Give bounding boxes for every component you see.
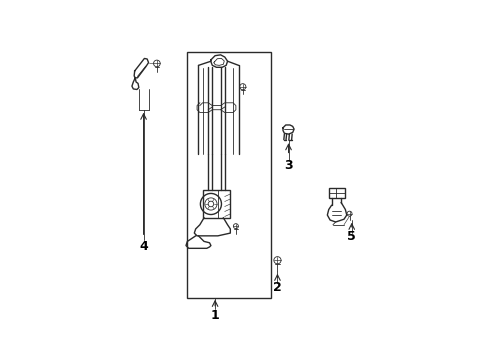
Bar [203,190,230,218]
Bar [187,51,270,298]
Text: 3: 3 [284,159,293,172]
Text: 4: 4 [139,240,148,253]
Text: 1: 1 [211,309,220,322]
Bar [329,188,345,198]
Text: 2: 2 [273,282,282,294]
Text: 5: 5 [347,230,356,243]
